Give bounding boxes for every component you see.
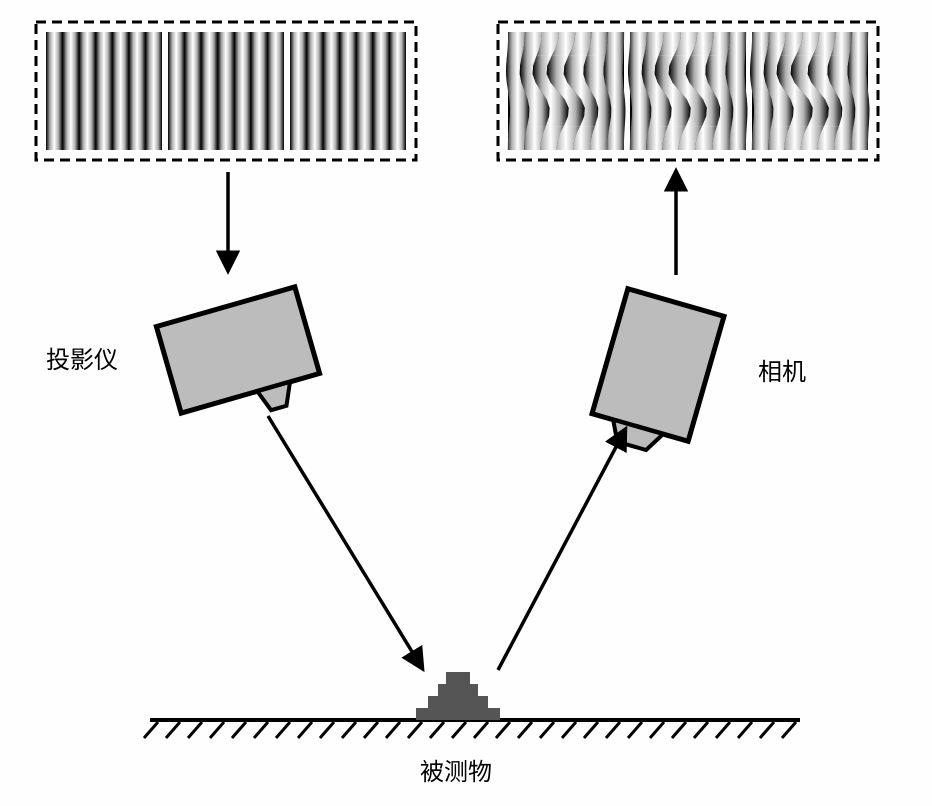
pattern-panel bbox=[750, 32, 869, 150]
ground-hatch bbox=[144, 722, 796, 738]
diagram-canvas bbox=[0, 0, 932, 806]
projector-label: 投影仪 bbox=[46, 340, 118, 375]
pattern-panel bbox=[290, 32, 406, 150]
camera-label: 相机 bbox=[758, 352, 806, 387]
measured-object-icon bbox=[416, 672, 500, 720]
pattern-panel bbox=[506, 32, 625, 150]
camera-icon bbox=[587, 289, 724, 461]
projector-icon bbox=[156, 287, 325, 434]
pattern-panel bbox=[628, 32, 747, 150]
arrow-projector-to-object bbox=[268, 416, 422, 668]
pattern-panel bbox=[46, 32, 162, 150]
arrow-object-to-camera bbox=[498, 430, 625, 670]
object-label: 被测物 bbox=[420, 752, 492, 787]
pattern-panel bbox=[168, 32, 284, 150]
